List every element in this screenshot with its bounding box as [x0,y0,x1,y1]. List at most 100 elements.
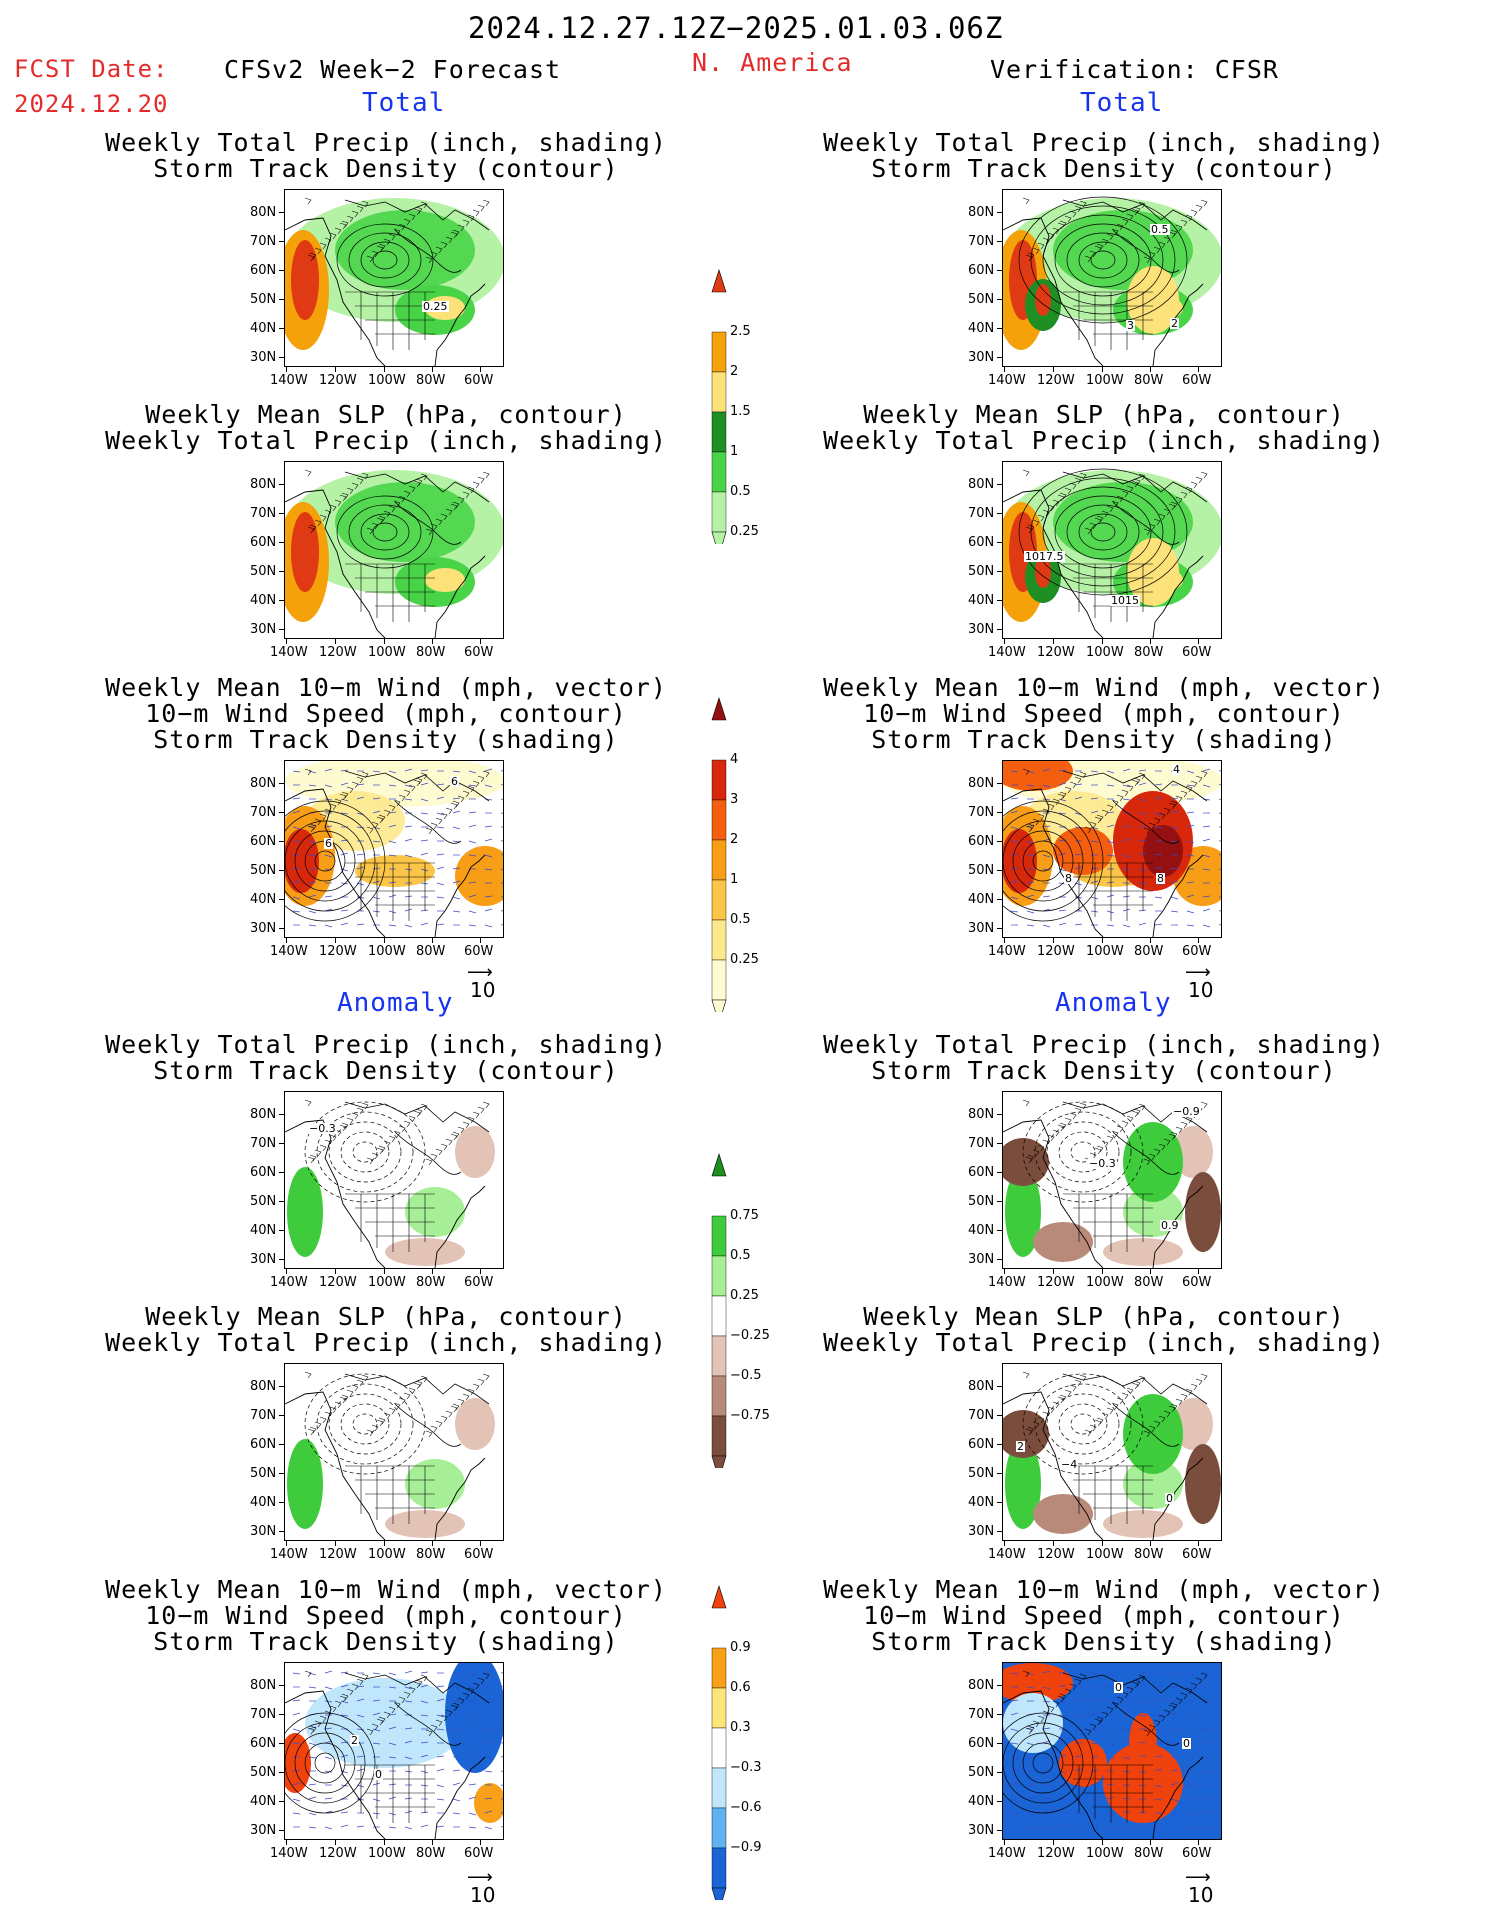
lat-tick [997,1444,1003,1445]
lat-label: 70N [250,1136,277,1151]
contour-label: −0.3 [308,1122,337,1135]
title-a3-fcst-line1: Weekly Mean 10−m Wind (mph, vector) [105,1575,667,1604]
lat-label: 70N [250,234,277,249]
lon-label: 60W [1182,373,1212,388]
lat-tick [997,357,1003,358]
lon-tick [335,1268,336,1274]
lon-tick [335,937,336,943]
lat-tick [279,629,285,630]
lat-tick [997,542,1003,543]
map-plot-r2-fcst [285,462,503,638]
map-panel-a1-ver [1002,1091,1222,1269]
lat-label: 30N [968,622,995,637]
lon-label: 100W [368,1275,406,1290]
lon-tick [432,937,433,943]
title-a3-fcst-line2: 10−m Wind Speed (mph, contour) [145,1601,627,1630]
lat-tick [279,1830,285,1831]
lat-tick [279,783,285,784]
lat-tick [997,1714,1003,1715]
lat-label: 50N [250,564,277,579]
colorbar-label: −0.9 [730,1840,762,1855]
colorbar-label: 0.25 [730,952,759,967]
lat-tick [279,212,285,213]
lat-tick [997,1259,1003,1260]
vector-ref-label: 10 [470,978,496,1002]
lon-tick [1102,1268,1103,1274]
lat-label: 30N [250,921,277,936]
vector-ref-a3-ver: ⟶ 10 [1185,1867,1214,1908]
map-plot-a1-fcst [285,1092,503,1268]
lon-label: 120W [1037,645,1075,660]
lat-label: 60N [250,535,277,550]
lon-tick [1004,937,1005,943]
fcst-date-value: 2024.12.20 [14,90,169,118]
lat-label: 70N [250,1408,277,1423]
contour-label: 0 [1182,1737,1191,1750]
contour-label: 8 [1156,872,1165,885]
lat-tick [997,1772,1003,1773]
colorbar-precip-anom [710,1152,728,1482]
contour-label: 6 [450,775,459,788]
lon-label: 120W [319,645,357,660]
contour-label: 6 [324,837,333,850]
lon-label: 60W [1182,1846,1212,1861]
colorbar-storm-anom [710,1584,728,1914]
lat-tick [279,928,285,929]
vector-ref-arrow: ⟶ [1185,1867,1211,1888]
lat-label: 60N [250,834,277,849]
lat-tick [279,1230,285,1231]
lat-label: 80N [968,477,995,492]
lat-label: 30N [968,921,995,936]
lat-label: 50N [250,292,277,307]
title-r3-fcst-line1: Weekly Mean 10−m Wind (mph, vector) [105,673,667,702]
lat-tick [279,899,285,900]
lat-tick [279,1201,285,1202]
lat-label: 80N [968,776,995,791]
map-panel-r2-ver [1002,461,1222,639]
lon-tick [384,1268,385,1274]
lon-label: 60W [1182,944,1212,959]
lat-tick [997,1230,1003,1231]
colorbar-label: −0.5 [730,1368,762,1383]
map-plot-r3-fcst [285,761,503,937]
date-range-title: 2024.12.27.12Z−2025.01.03.06Z [468,11,1004,45]
lon-label: 100W [1086,944,1124,959]
lon-tick [335,1540,336,1546]
lon-tick [1150,1540,1151,1546]
title-r1-ver-line2: Storm Track Density (contour) [871,154,1337,183]
contour-label: 4 [1172,763,1181,776]
lat-tick [279,1386,285,1387]
lat-tick [279,542,285,543]
colorbar-precip-total [710,268,728,558]
lon-tick [432,638,433,644]
lat-tick [279,1172,285,1173]
lat-label: 80N [968,1107,995,1122]
map-panel-a1-fcst [284,1091,504,1269]
lat-tick [997,600,1003,601]
map-panel-r1-fcst [284,189,504,367]
lon-label: 120W [319,1275,357,1290]
lat-tick [997,1201,1003,1202]
lon-label: 80W [416,645,446,660]
lat-tick [279,1531,285,1532]
lat-label: 60N [968,1437,995,1452]
title-r3-fcst-line3: Storm Track Density (shading) [153,725,619,754]
lon-label: 60W [464,944,494,959]
title-r1-ver-line1: Weekly Total Precip (inch, shading) [823,128,1385,157]
lat-label: 60N [968,834,995,849]
lon-label: 140W [988,645,1026,660]
lon-label: 100W [1086,373,1124,388]
lon-label: 80W [1134,645,1164,660]
lat-label: 40N [250,321,277,336]
lat-tick [279,1473,285,1474]
map-plot-a2-fcst [285,1364,503,1540]
title-r3-ver-line3: Storm Track Density (shading) [871,725,1337,754]
lat-tick [279,1801,285,1802]
lon-tick [286,1839,287,1845]
lon-tick [384,937,385,943]
lat-label: 30N [968,1823,995,1838]
vector-ref-label: 10 [1188,1883,1214,1907]
lat-tick [279,870,285,871]
lon-tick [335,366,336,372]
lon-label: 100W [1086,1275,1124,1290]
